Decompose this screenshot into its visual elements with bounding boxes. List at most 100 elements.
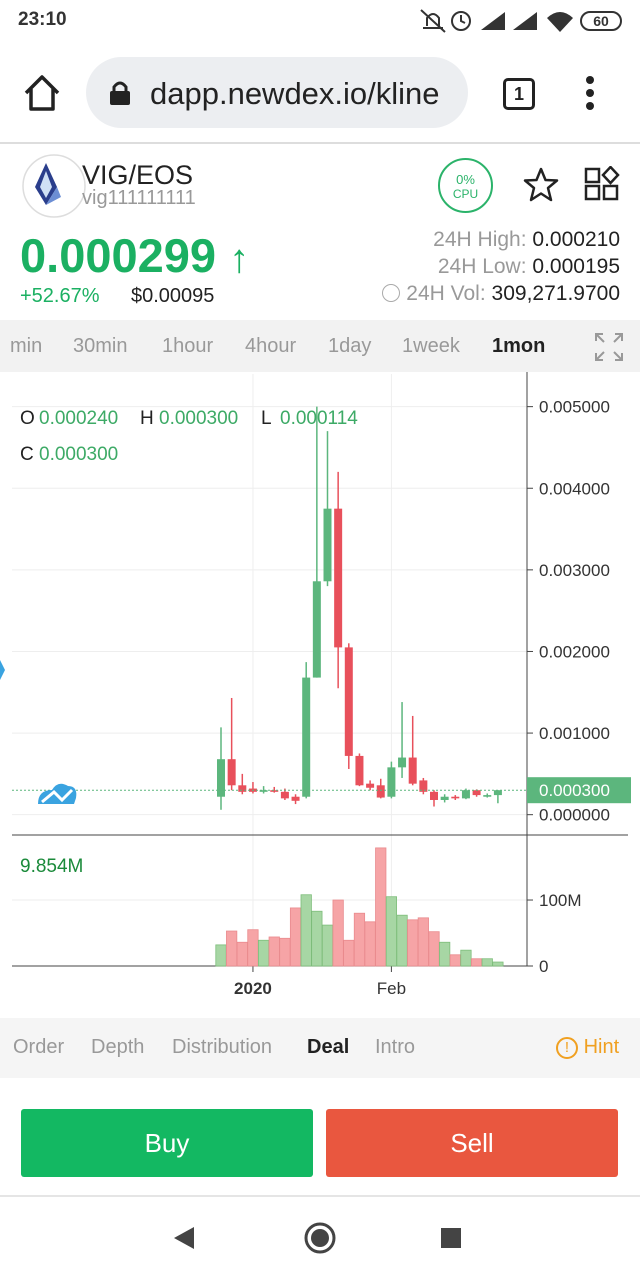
bottom-tab[interactable]: Deal	[307, 1036, 350, 1058]
bottom-tab[interactable]: Order	[13, 1036, 65, 1058]
favorite-button[interactable]	[522, 166, 560, 204]
interval-tab[interactable]: 4hour	[245, 335, 297, 357]
volume-bar	[268, 936, 280, 967]
url-text: dapp.newdex.io/kline	[150, 76, 440, 111]
legend-value: 0.000300	[39, 444, 118, 465]
y-tick-label: 0.002000	[539, 642, 610, 661]
low-row: 24H Low: 0.000195	[438, 255, 620, 279]
fullscreen-button[interactable]	[594, 332, 624, 362]
volume-bar	[311, 910, 323, 967]
volume-bar	[215, 944, 227, 967]
interval-tab[interactable]: min	[10, 335, 43, 357]
current-price-box	[527, 777, 631, 804]
x-tick-label: Feb	[377, 979, 406, 998]
last-price: 0.000299 ↑	[20, 228, 249, 283]
price-arrow: ↑	[229, 237, 250, 281]
bottom-tab[interactable]: Depth	[91, 1036, 145, 1058]
candle-body	[238, 785, 247, 792]
volume-bar	[289, 907, 302, 967]
apps-button[interactable]	[583, 166, 621, 204]
volume-bar	[428, 931, 440, 967]
tab-count[interactable]: 1	[503, 78, 535, 110]
volume-bar	[470, 958, 483, 967]
status-icons: 60	[420, 9, 622, 33]
candle-body	[408, 757, 417, 784]
interval-tab[interactable]: 1mon	[492, 335, 546, 357]
volume-bar	[460, 949, 472, 967]
bottom-tab[interactable]: Distribution	[172, 1036, 273, 1058]
y-tick-label: 0.001000	[539, 724, 610, 743]
candle-body	[302, 677, 311, 797]
watermark-line	[41, 788, 74, 804]
bottom-tab-bar	[0, 1018, 640, 1078]
hint-button[interactable]: ! Hint	[556, 1036, 619, 1059]
candle-body	[312, 581, 321, 678]
candle-body	[430, 791, 438, 800]
menu-button[interactable]	[582, 74, 598, 112]
volume-bar	[247, 929, 259, 967]
high-value: 0.000210	[532, 228, 620, 251]
cpu-label: CPU	[452, 187, 479, 201]
lock-icon	[110, 81, 130, 105]
volume-bar	[396, 914, 408, 967]
candle-body	[366, 783, 375, 788]
volume-bar	[343, 939, 355, 967]
high-row: 24H High: 0.000210	[433, 228, 620, 252]
candle-body	[355, 755, 364, 786]
volume-bar	[375, 847, 387, 967]
interval-tab[interactable]: 1day	[328, 335, 372, 357]
candle-body	[451, 796, 460, 799]
kline-chart: 0.000000 0.001000 0.002000 0.003000 0.004000…	[0, 372, 631, 998]
legend-value: 0.000240	[39, 408, 118, 429]
y-tick-label: 0.003000	[539, 561, 610, 580]
back-button[interactable]	[174, 1227, 194, 1249]
cpu-indicator[interactable]: 0% CPU	[438, 158, 493, 213]
home-button[interactable]	[22, 73, 62, 113]
interval-tab[interactable]: 1week	[402, 335, 460, 357]
candle-body	[259, 790, 268, 792]
volume-bar	[385, 896, 398, 967]
candle-body	[334, 508, 343, 648]
candle-body	[217, 759, 225, 797]
candle-body	[227, 759, 236, 786]
candle-body	[461, 790, 470, 799]
legend-key: O	[20, 408, 35, 429]
volume-bar	[300, 894, 312, 967]
divider	[0, 142, 640, 144]
candle-body	[291, 796, 300, 801]
account-name: vig111111111	[82, 187, 196, 209]
volume-bar	[417, 917, 429, 967]
volume-bar	[236, 941, 248, 967]
url-bar[interactable]	[86, 57, 468, 128]
token-logo	[22, 154, 86, 218]
cpu-percent: 0%	[456, 172, 475, 187]
x-tick-label: 2020	[234, 979, 272, 998]
sell-button[interactable]: Sell	[326, 1109, 618, 1177]
battery-level: 60	[593, 13, 609, 29]
legend-key: H	[140, 408, 154, 429]
bottom-tab[interactable]: Intro	[375, 1036, 416, 1058]
interval-tab[interactable]: 30min	[73, 335, 128, 357]
candle-body	[398, 757, 407, 768]
current-price-label: 0.000300	[539, 781, 610, 800]
volume-bar	[364, 921, 376, 967]
nav-bar	[174, 1222, 461, 1254]
volume-bar	[279, 937, 291, 967]
interval-bar	[0, 320, 640, 372]
vol-value: 309,271.9700	[491, 282, 620, 305]
volume-bar	[492, 961, 504, 967]
volume-bar	[407, 919, 419, 967]
y-tick-label: 0.005000	[539, 398, 610, 417]
buy-button[interactable]: Buy	[21, 1109, 313, 1177]
interval-tab[interactable]: 1hour	[162, 335, 214, 357]
volume-bar	[353, 912, 366, 967]
side-handle	[0, 660, 5, 680]
volume-bar	[449, 954, 461, 967]
recents-button[interactable]	[441, 1228, 461, 1248]
volume-bar	[332, 899, 344, 967]
home-nav-button[interactable]	[304, 1222, 336, 1254]
y-tick-label: 0.004000	[539, 479, 610, 498]
usd-price: $0.00095	[131, 285, 215, 307]
volume-bar	[439, 941, 451, 967]
